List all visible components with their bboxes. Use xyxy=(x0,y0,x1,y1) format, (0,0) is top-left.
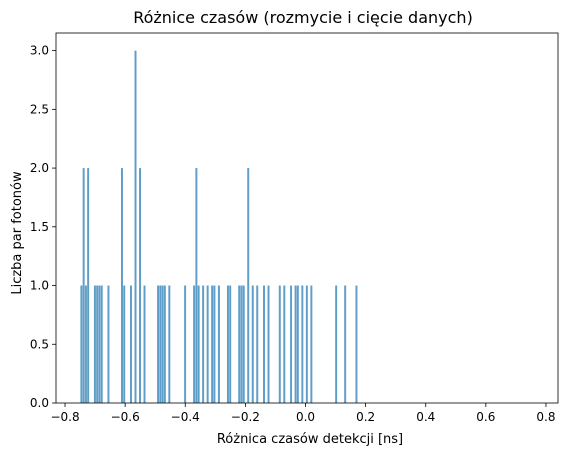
x-tick-label: −0.4 xyxy=(171,410,200,424)
histogram-bar xyxy=(335,285,338,403)
y-axis-label: Liczba par fotonów xyxy=(10,171,25,295)
histogram-bar xyxy=(93,285,96,403)
y-tick-label: 0.0 xyxy=(30,396,49,410)
x-tick-label: −0.8 xyxy=(50,410,79,424)
histogram-bar xyxy=(202,285,205,403)
histogram-bar xyxy=(344,285,347,403)
histogram-bar xyxy=(163,285,166,403)
histogram-bar xyxy=(134,50,137,404)
histogram-bar xyxy=(283,285,286,403)
plot-frame xyxy=(55,32,559,404)
x-tick-label: 0.2 xyxy=(356,410,375,424)
y-tick-label: 0.5 xyxy=(30,337,49,351)
histogram-bar xyxy=(240,285,243,403)
histogram-bar xyxy=(159,285,162,403)
y-tick-label: 1.0 xyxy=(30,279,49,293)
histogram-bar xyxy=(301,285,304,403)
histogram-bar xyxy=(217,285,220,403)
chart-title: Różnice czasów (rozmycie i cięcie danych… xyxy=(133,8,473,27)
histogram-bar xyxy=(195,168,198,403)
x-tick-label: 0.6 xyxy=(476,410,495,424)
histogram-bar xyxy=(251,285,254,403)
histogram-bar xyxy=(139,168,142,403)
bars-group xyxy=(80,50,358,404)
histogram-bar xyxy=(294,285,297,403)
histogram-bar xyxy=(130,285,132,403)
histogram-bar xyxy=(168,285,171,403)
histogram-bar xyxy=(120,168,123,403)
x-tick-label: 0.8 xyxy=(536,410,555,424)
histogram-bar xyxy=(310,285,313,403)
histogram-bar xyxy=(98,285,101,403)
x-axis-ticks: −0.8 −0.6 −0.4 −0.2 0.0 0.2 0.4 0.6 0.8 xyxy=(50,403,556,424)
histogram-bar xyxy=(238,285,241,403)
histogram-bar xyxy=(87,168,90,403)
histogram-bar xyxy=(296,285,299,403)
histogram-bar xyxy=(242,285,245,403)
histogram-bar xyxy=(193,285,196,403)
histogram-bar xyxy=(123,285,126,403)
y-tick-label: 2.0 xyxy=(30,161,49,175)
histogram-bar xyxy=(100,285,103,403)
histogram-bar xyxy=(157,285,160,403)
x-tick-label: 0.0 xyxy=(296,410,315,424)
histogram-bar xyxy=(84,285,87,403)
histogram-bar xyxy=(96,285,99,403)
x-tick-label: 0.4 xyxy=(416,410,435,424)
x-tick-label: −0.2 xyxy=(231,410,260,424)
histogram-bar xyxy=(107,285,110,403)
histogram-bar xyxy=(263,285,265,403)
histogram-bar xyxy=(161,285,164,403)
y-tick-label: 1.5 xyxy=(30,220,49,234)
histogram-bar xyxy=(278,285,281,403)
histogram-bar xyxy=(213,285,216,403)
y-tick-label: 2.5 xyxy=(30,102,49,116)
histogram-bar xyxy=(226,285,229,403)
histogram-bar xyxy=(355,285,358,403)
histogram-bar xyxy=(211,285,214,403)
histogram-bar xyxy=(256,285,259,403)
x-axis-label: Różnica czasów detekcji [ns] xyxy=(217,432,403,447)
histogram-bar xyxy=(305,285,308,403)
histogram-bar xyxy=(143,285,146,403)
histogram-bar xyxy=(184,285,187,403)
y-tick-label: 3.0 xyxy=(30,44,49,58)
histogram-bar xyxy=(290,285,293,403)
histogram-bar xyxy=(229,285,232,403)
histogram-bar xyxy=(267,285,270,403)
x-tick-label: −0.6 xyxy=(111,410,140,424)
histogram-bar xyxy=(82,168,85,403)
y-axis-ticks: 0.0 0.5 1.0 1.5 2.0 2.5 3.0 xyxy=(30,44,56,410)
histogram-bar xyxy=(197,285,200,403)
histogram-bar xyxy=(206,285,209,403)
histogram-bar xyxy=(247,168,250,403)
histogram-bar xyxy=(80,285,83,403)
